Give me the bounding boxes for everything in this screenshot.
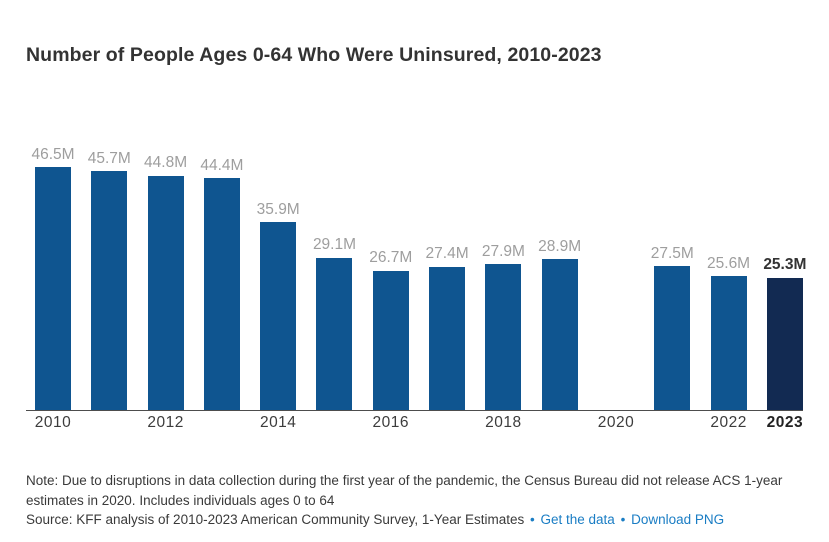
x-tick-2014: 2014 (259, 414, 297, 431)
x-tick-2010: 2010 (34, 414, 72, 431)
x-axis-line (26, 410, 803, 411)
separator-bullet: • (620, 512, 626, 527)
source-text: Source: KFF analysis of 2010-2023 Americ… (26, 512, 525, 527)
x-tick-2016: 2016 (372, 414, 410, 431)
bar-value-label-2018: 27.9M (481, 242, 525, 260)
bars-container: 46.5M 45.7M 44.8M 44.4M 35.9M 29.1M 26.7M 27.4M… (31, 140, 806, 410)
bar-2013[interactable] (203, 178, 240, 410)
note-text: Note: Due to disruptions in data collect… (26, 473, 783, 508)
source-line: Source: KFF analysis of 2010-2023 Americ… (26, 512, 816, 527)
bar-slot-2022: 25.6M (707, 256, 750, 410)
x-tick-2022: 2022 (710, 414, 747, 431)
x-axis-ticks: 2010 2012 2014 2016 2018 2020 2022 2023 (35, 414, 803, 438)
bar-value-label-2015: 29.1M (312, 236, 357, 254)
chart-title: Number of People Ages 0-64 Who Were Unin… (26, 44, 602, 66)
bar-value-label-2017: 27.4M (425, 245, 469, 263)
bar-2021[interactable] (654, 266, 691, 410)
bar-value-label-2011: 45.7M (87, 149, 131, 167)
x-tick-2012: 2012 (147, 414, 184, 431)
bar-2015[interactable] (316, 257, 353, 410)
bar-slot-2019: 28.9M (538, 238, 581, 410)
bar-value-label-2016: 26.7M (369, 249, 413, 266)
bar-value-label-2023: 25.3M (763, 256, 807, 274)
bar-2017[interactable] (429, 266, 466, 410)
bar-slot-2015: 29.1M (313, 237, 356, 410)
bar-chart: 46.5M 45.7M 44.8M 44.4M 35.9M 29.1M 26.7M 27.4M… (26, 140, 806, 438)
bar-slot-2017: 27.4M (426, 246, 469, 410)
bar-slot-2010: 46.5M (31, 146, 75, 410)
x-tick-2020: 2020 (597, 414, 635, 431)
bar-value-label-2019: 28.9M (538, 237, 582, 255)
bar-slot-2013: 44.4M (200, 157, 243, 410)
bar-slot-2011: 45.7M (88, 151, 131, 410)
bar-slot-2023: 25.3M (763, 257, 806, 410)
get-the-data-link[interactable]: Get the data (540, 512, 615, 527)
bar-2022[interactable] (710, 276, 747, 410)
bar-2012[interactable] (147, 175, 184, 410)
separator-bullet: • (530, 512, 535, 527)
bar-slot-2014: 35.9M (257, 202, 300, 410)
bar-slot-2016: 26.7M (369, 250, 412, 410)
bar-2010[interactable] (35, 167, 71, 410)
bar-2019[interactable] (541, 259, 578, 410)
bar-2011[interactable] (91, 171, 128, 410)
bar-value-label-2012: 44.8M (144, 154, 188, 172)
bar-2014[interactable] (260, 222, 297, 410)
bar-value-label-2021: 27.5M (650, 244, 694, 262)
download-png-link[interactable]: Download PNG (631, 512, 725, 527)
bar-2018[interactable] (485, 264, 522, 410)
bar-slot-2021: 27.5M (651, 246, 694, 410)
bar-value-label-2010: 46.5M (31, 145, 75, 163)
x-tick-2018: 2018 (485, 414, 522, 431)
bar-slot-2012: 44.8M (144, 155, 187, 410)
bar-value-label-2022: 25.6M (707, 254, 751, 272)
bar-slot-2018: 27.9M (482, 244, 525, 410)
bar-2016[interactable] (372, 270, 409, 410)
x-tick-2023: 2023 (766, 414, 804, 431)
bar-value-label-2014: 35.9M (256, 200, 300, 218)
bar-2023[interactable] (766, 277, 803, 410)
bar-value-label-2013: 44.4M (200, 156, 244, 174)
